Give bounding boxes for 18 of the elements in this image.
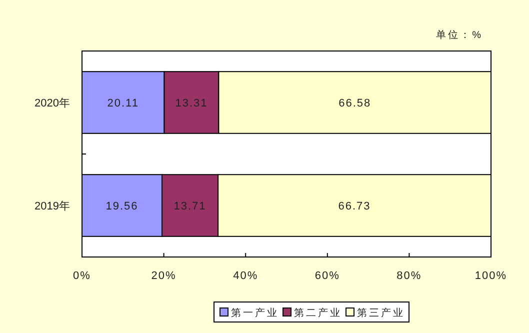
legend-label: 第二产业: [294, 307, 342, 319]
x-tick-label: 80%: [396, 270, 422, 282]
data-label: 13.31: [175, 98, 208, 110]
x-tick-label: 100%: [474, 270, 508, 282]
data-label: 19.56: [106, 200, 138, 212]
y-tick-label: 2019年: [34, 200, 70, 212]
data-label: 66.73: [338, 200, 371, 212]
data-label: 66.58: [338, 98, 372, 110]
text: 单位：%: [436, 29, 483, 41]
x-tick-label: 20%: [151, 270, 176, 282]
data-label: 20.11: [107, 98, 139, 110]
legend-label: 第三产业: [357, 307, 405, 319]
x-tick-label: 40%: [233, 270, 258, 282]
y-tick-label: 2020年: [34, 98, 70, 110]
legend-label: 第一产业: [231, 307, 279, 319]
x-tick-label: 60%: [314, 270, 340, 282]
x-tick-label: 0%: [73, 270, 91, 282]
data-label: 13.71: [174, 200, 206, 212]
